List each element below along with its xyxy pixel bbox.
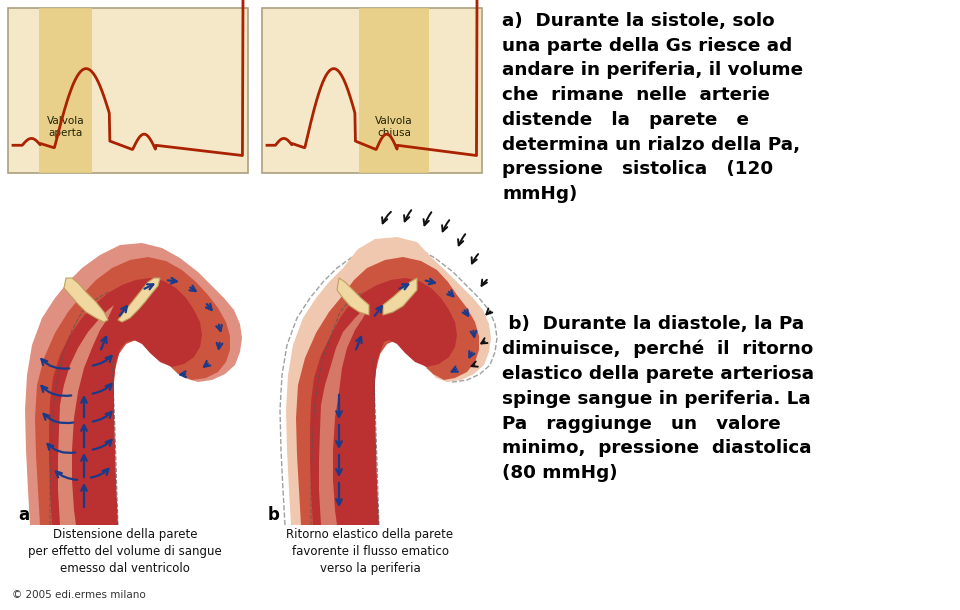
Text: Valvola
chiusa: Valvola chiusa <box>375 116 413 138</box>
Bar <box>39 8 92 173</box>
Polygon shape <box>296 257 479 525</box>
Polygon shape <box>25 243 242 525</box>
Polygon shape <box>310 278 457 525</box>
Bar <box>8 8 248 173</box>
Polygon shape <box>337 278 369 315</box>
Polygon shape <box>383 278 417 315</box>
Polygon shape <box>64 278 108 322</box>
Polygon shape <box>118 278 160 322</box>
Text: b)  Durante la diastole, la Pa
diminuisce,  perché  il  ritorno
elastico della p: b) Durante la diastole, la Pa diminuisce… <box>502 315 814 482</box>
Polygon shape <box>58 305 114 525</box>
Text: © 2005 edi.ermes milano: © 2005 edi.ermes milano <box>12 590 146 600</box>
Text: a)  Durante la sistole, solo
una parte della Gs riesce ad
andare in periferia, i: a) Durante la sistole, solo una parte de… <box>502 12 804 203</box>
Text: b: b <box>268 506 280 524</box>
Text: Ritorno elastico della parete
favorente il flusso ematico
verso la periferia: Ritorno elastico della parete favorente … <box>286 528 453 575</box>
Bar <box>359 8 429 173</box>
Bar <box>262 8 482 173</box>
Text: a: a <box>18 506 29 524</box>
Text: Valvola
aperta: Valvola aperta <box>47 116 84 138</box>
Text: Distensione della parete
per effetto del volume di sangue
emesso dal ventricolo: Distensione della parete per effetto del… <box>28 528 222 575</box>
Polygon shape <box>35 257 230 525</box>
Polygon shape <box>286 237 491 525</box>
Polygon shape <box>319 305 369 525</box>
Polygon shape <box>49 278 202 525</box>
